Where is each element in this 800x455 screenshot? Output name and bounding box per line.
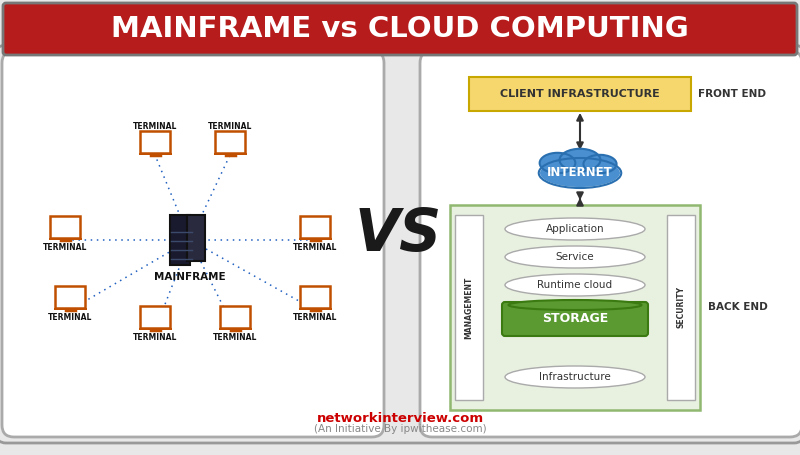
Bar	[49, 238, 82, 240]
Text: TERMINAL: TERMINAL	[43, 243, 87, 252]
FancyBboxPatch shape	[300, 216, 330, 238]
Text: (An Initiative By ipwithease.com): (An Initiative By ipwithease.com)	[314, 424, 486, 434]
Text: SECURITY: SECURITY	[677, 287, 686, 329]
Text: VS: VS	[354, 207, 442, 263]
Text: STORAGE: STORAGE	[542, 313, 608, 325]
FancyBboxPatch shape	[140, 306, 170, 328]
Bar	[138, 328, 171, 330]
FancyBboxPatch shape	[220, 306, 250, 328]
FancyBboxPatch shape	[186, 215, 206, 261]
FancyBboxPatch shape	[455, 215, 483, 400]
Text: TERMINAL: TERMINAL	[213, 333, 257, 342]
Ellipse shape	[560, 149, 600, 171]
FancyBboxPatch shape	[469, 77, 691, 111]
Text: TERMINAL: TERMINAL	[293, 313, 337, 322]
Bar	[218, 133, 242, 150]
Text: Infrastructure: Infrastructure	[539, 372, 611, 382]
FancyBboxPatch shape	[450, 205, 700, 410]
Ellipse shape	[584, 155, 616, 173]
FancyBboxPatch shape	[170, 215, 190, 265]
Text: TERMINAL: TERMINAL	[133, 122, 177, 131]
Bar	[222, 308, 248, 325]
Ellipse shape	[540, 159, 620, 187]
Ellipse shape	[505, 246, 645, 268]
Text: FRONT END: FRONT END	[698, 89, 766, 99]
FancyBboxPatch shape	[50, 216, 80, 238]
Bar	[298, 308, 331, 310]
FancyBboxPatch shape	[0, 45, 800, 443]
Bar	[142, 308, 168, 325]
FancyBboxPatch shape	[420, 51, 800, 437]
Text: TERMINAL: TERMINAL	[133, 333, 177, 342]
Text: MAINFRAME: MAINFRAME	[154, 272, 226, 282]
Text: Application: Application	[546, 224, 604, 234]
Ellipse shape	[540, 153, 575, 173]
Bar	[298, 238, 331, 240]
Bar	[214, 152, 246, 155]
Ellipse shape	[509, 300, 642, 310]
Ellipse shape	[505, 366, 645, 388]
FancyBboxPatch shape	[667, 215, 695, 400]
Text: Service: Service	[556, 252, 594, 262]
Text: Runtime cloud: Runtime cloud	[538, 280, 613, 290]
Text: BACK END: BACK END	[708, 303, 768, 313]
FancyBboxPatch shape	[2, 51, 384, 437]
Bar	[218, 328, 251, 330]
Bar	[302, 218, 328, 235]
FancyBboxPatch shape	[55, 286, 85, 308]
FancyBboxPatch shape	[3, 3, 797, 55]
Bar	[58, 288, 82, 305]
Bar	[302, 288, 328, 305]
Bar	[53, 218, 78, 235]
FancyBboxPatch shape	[140, 131, 170, 152]
Text: CLIENT INFRASTRUCTURE: CLIENT INFRASTRUCTURE	[500, 89, 660, 99]
FancyBboxPatch shape	[502, 302, 648, 336]
Text: TERMINAL: TERMINAL	[208, 122, 252, 131]
Text: MANAGEMENT: MANAGEMENT	[465, 276, 474, 339]
Text: TERMINAL: TERMINAL	[48, 313, 92, 322]
FancyBboxPatch shape	[215, 131, 245, 152]
Ellipse shape	[505, 218, 645, 240]
Text: INTERNET: INTERNET	[547, 167, 613, 180]
Text: MAINFRAME vs CLOUD COMPUTING: MAINFRAME vs CLOUD COMPUTING	[111, 15, 689, 43]
Text: TERMINAL: TERMINAL	[293, 243, 337, 252]
Bar	[54, 308, 86, 310]
Ellipse shape	[505, 274, 645, 296]
FancyBboxPatch shape	[300, 286, 330, 308]
Bar	[142, 133, 168, 150]
Bar	[138, 152, 171, 155]
Text: networkinterview.com: networkinterview.com	[317, 413, 483, 425]
